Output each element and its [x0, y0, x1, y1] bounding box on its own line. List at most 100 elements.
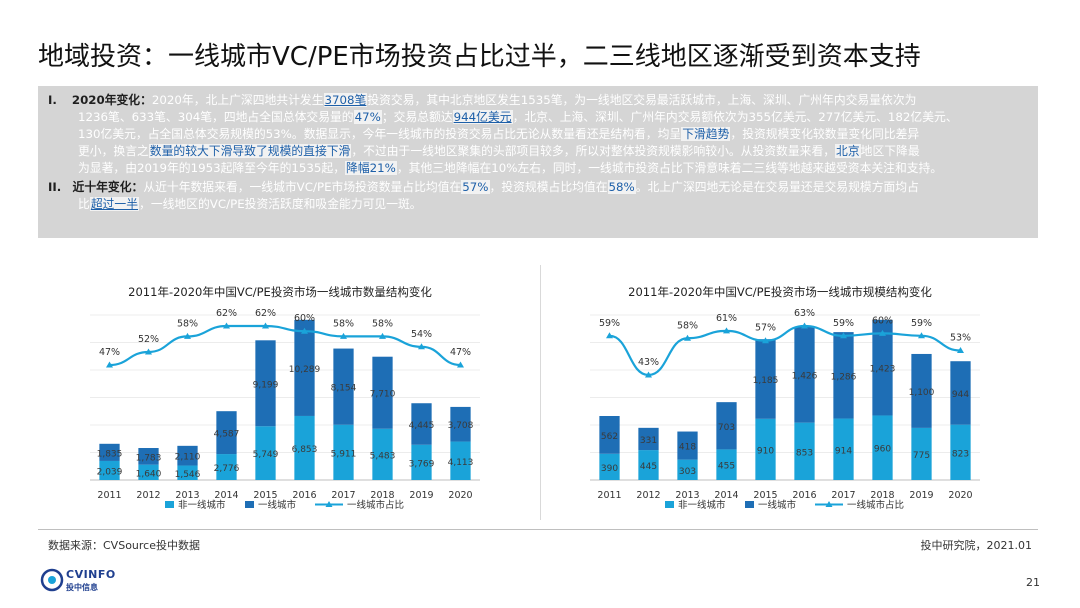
bar-non-tier1	[638, 450, 659, 480]
label-non-tier1: 455	[718, 462, 735, 472]
highlight-944: 944亿美元	[452, 110, 513, 124]
line-point	[262, 322, 269, 329]
label-tier1: 562	[601, 432, 618, 442]
highlight-3708: 3708笔	[323, 93, 368, 107]
line-point	[379, 332, 386, 339]
x-tick-label: 2019	[909, 490, 933, 501]
legend-marker-share	[825, 501, 833, 507]
bar-non-tier1	[372, 428, 393, 480]
label-tier1: 418	[679, 443, 696, 453]
legend-label-share: 一线城市占比	[347, 499, 404, 511]
bar-non-tier1	[794, 422, 815, 480]
x-tick-label: 2012	[136, 490, 160, 501]
legend-label-non-tier1: 非一线城市	[678, 499, 726, 511]
x-tick-label: 2013	[675, 490, 699, 501]
label-non-tier1: 853	[796, 448, 813, 458]
highlight-cause: 数量的较大下滑导致了规模的直接下滑	[148, 144, 352, 158]
share-label: 47%	[99, 347, 120, 358]
x-tick-label: 2020	[448, 490, 472, 501]
credit: 投中研究院，2021.01	[920, 539, 1033, 552]
label-tier1: 3,708	[448, 421, 474, 431]
bar-tier1	[755, 339, 776, 419]
line-point	[957, 347, 964, 353]
summary-p1-label: 2020年变化：	[71, 93, 152, 107]
label-non-tier1: 6,853	[292, 445, 318, 455]
x-tick-label: 2020	[948, 490, 972, 501]
summary-p1-line1: I. 2020年变化：2020年，北上广深四地共计发生3708笔投资交易，其中北…	[48, 93, 917, 107]
label-tier1: 1,426	[792, 372, 818, 382]
summary-p2-line2: 比超过一半，一线地区的VC/PE投资活跃度和吸金能力可见一斑。	[78, 197, 422, 211]
label-non-tier1: 5,483	[370, 451, 396, 461]
share-label: 47%	[450, 347, 471, 358]
label-tier1: 1,835	[97, 449, 123, 459]
line-point	[918, 332, 925, 339]
chart-quantity: 2011年-2020年中国VC/PE投资市场一线城市数量结构变化 2,039 1,8…	[90, 285, 480, 511]
line-point	[801, 322, 808, 329]
bar-non-tier1	[216, 454, 237, 480]
line-point	[184, 332, 191, 339]
x-tick-label: 2016	[292, 490, 316, 501]
line-point	[840, 332, 847, 339]
share-label: 59%	[911, 318, 932, 329]
bar-non-tier1	[99, 460, 120, 480]
line-point	[106, 361, 113, 368]
x-tick-label: 2018	[870, 490, 894, 501]
bar-non-tier1	[716, 449, 737, 480]
line-point	[145, 348, 152, 355]
bar-tier1	[911, 353, 932, 428]
share-label: 58%	[333, 318, 354, 329]
data-source: 数据来源：CVSource投中数据	[48, 539, 200, 552]
x-tick-label: 2015	[753, 490, 777, 501]
line-point	[301, 327, 308, 334]
line-point	[879, 329, 886, 336]
highlight-beijing: 北京	[835, 144, 861, 158]
share-label: 62%	[216, 308, 237, 319]
x-tick-label: 2013	[175, 490, 199, 501]
summary-p2-label: 近十年变化：	[72, 180, 144, 194]
bar-non-tier1	[450, 441, 471, 480]
bar-non-tier1	[333, 424, 354, 480]
summary-p2-line1: II. 近十年变化：从近十年数据来看，一线城市VC/PE市场投资数量占比均值在5…	[48, 180, 919, 194]
page-number: 21	[1026, 576, 1040, 589]
highlight-21: 降幅21%	[345, 161, 397, 175]
chart-divider	[540, 265, 541, 520]
page-title: 地域投资：一线城市VC/PE市场投资占比过半，二三线地区逐渐受到资本支持	[38, 42, 921, 72]
x-tick-label: 2019	[409, 490, 433, 501]
share-label: 62%	[255, 308, 276, 319]
summary-p1-number: I.	[48, 93, 57, 107]
label-tier1: 944	[952, 390, 969, 400]
share-label: 59%	[599, 318, 620, 329]
legend-swatch-non-tier1	[665, 501, 674, 508]
highlight-57: 57%	[461, 180, 490, 194]
label-non-tier1: 775	[913, 451, 930, 461]
summary-p1-line4: 更小，换言之数量的较大下滑导致了规模的直接下滑，不过由于一线地区聚集的头部项目较…	[78, 144, 920, 158]
share-label: 57%	[755, 323, 776, 334]
logo: CVINFO 投中信息	[40, 566, 130, 596]
logo-icon	[40, 568, 64, 592]
line-point	[457, 361, 464, 368]
x-tick-label: 2011	[97, 490, 121, 501]
legend-label-share: 一线城市占比	[847, 499, 904, 511]
x-tick-label: 2012	[636, 490, 660, 501]
line-point	[606, 332, 613, 339]
label-non-tier1: 303	[679, 467, 696, 477]
bar-non-tier1	[138, 464, 159, 480]
summary-p1-line2: 1236笔、633笔、304笔，四地占全国总体交易量的47%；交易总额达944亿…	[78, 110, 958, 124]
share-label: 63%	[794, 308, 815, 319]
label-non-tier1: 910	[757, 446, 774, 456]
bar-tier1	[794, 326, 815, 423]
bar-non-tier1	[294, 415, 315, 480]
x-tick-label: 2017	[331, 490, 355, 501]
label-non-tier1: 1,640	[136, 469, 162, 479]
chart-scale: 2011年-2020年中国VC/PE投资市场一线城市规模结构变化 390 562 20…	[590, 285, 980, 511]
label-tier1: 9,199	[253, 380, 279, 390]
legend-swatch-tier1	[745, 501, 754, 508]
x-tick-label: 2011	[597, 490, 621, 501]
line-point	[684, 334, 691, 341]
share-label: 53%	[950, 333, 971, 344]
legend-swatch-non-tier1	[165, 501, 174, 508]
summary-box: I. 2020年变化：2020年，北上广深四地共计发生3708笔投资交易，其中北…	[38, 86, 1038, 238]
label-non-tier1: 4,113	[448, 458, 474, 468]
bar-tier1	[677, 431, 698, 460]
share-label: 58%	[677, 320, 698, 331]
